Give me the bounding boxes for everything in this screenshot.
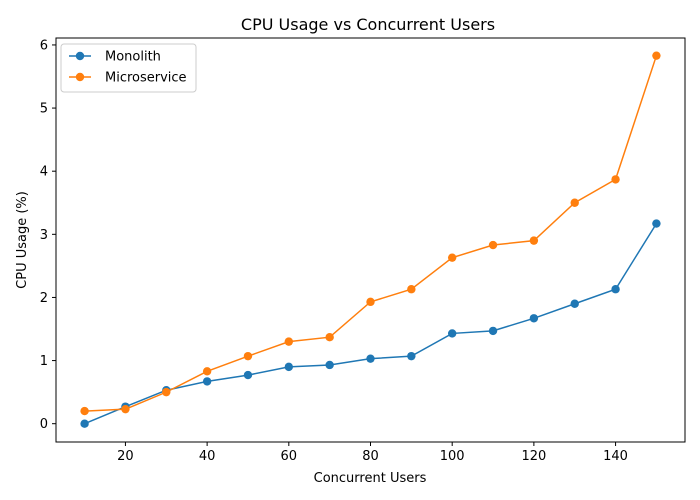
data-point-monolith [407,351,416,361]
legend-label-microservice: Microservice [105,71,187,86]
y-tick-label: 3 [40,228,48,243]
data-point-microservice [611,175,620,184]
data-point-microservice [447,253,457,262]
data-point-microservice [284,337,294,346]
data-point-microservice [488,240,498,250]
legend-marker-monolith [75,51,85,61]
data-point-microservice [529,236,539,245]
data-point-monolith [243,370,253,380]
data-point-microservice [366,297,375,307]
data-point-microservice [243,351,253,361]
y-axis: 0 1 2 3 4 5 6 [40,38,56,432]
y-tick-label: 4 [40,165,48,180]
legend-label-monolith: Monolith [105,50,161,65]
data-point-microservice [570,198,579,207]
x-tick-label: 80 [362,449,379,464]
data-point-microservice [121,404,130,414]
y-tick-label: 6 [40,38,48,53]
data-point-microservice [162,387,171,397]
data-point-monolith [488,326,498,336]
y-tick-label: 2 [40,291,48,306]
legend: Monolith Microservice [60,43,197,93]
x-tick-label: 100 [440,449,465,464]
x-tick-label: 60 [281,449,298,464]
data-point-monolith [325,360,334,370]
data-point-microservice [325,333,334,342]
data-point-monolith [529,314,539,323]
plot-frame [55,37,686,443]
data-point-microservice [652,51,661,60]
data-point-monolith [284,362,294,372]
data-point-monolith [570,299,579,308]
x-tick-label: 140 [603,449,628,464]
legend-marker-microservice [75,72,85,82]
x-axis: 20 40 60 80 100 120 140 [117,442,628,464]
x-axis-label: Concurrent Users [314,471,427,486]
data-point-monolith [80,419,89,428]
x-tick-label: 40 [199,449,216,464]
y-axis-label: CPU Usage (%) [15,191,30,289]
chart-title: CPU Usage vs Concurrent Users [241,15,495,34]
data-point-monolith [652,219,661,228]
data-point-microservice [202,367,212,376]
data-point-microservice [80,406,89,416]
data-point-monolith [611,285,620,294]
plot-area [80,51,661,428]
data-point-monolith [366,354,375,363]
y-tick-label: 1 [40,354,48,369]
x-tick-label: 20 [117,449,134,464]
data-point-microservice [407,285,416,294]
data-point-monolith [202,377,212,386]
data-point-monolith [447,329,457,338]
y-tick-label: 0 [40,417,48,432]
series-line-monolith [84,223,658,425]
y-tick-label: 5 [40,102,48,117]
x-tick-label: 120 [521,449,546,464]
legend-box [60,43,197,93]
